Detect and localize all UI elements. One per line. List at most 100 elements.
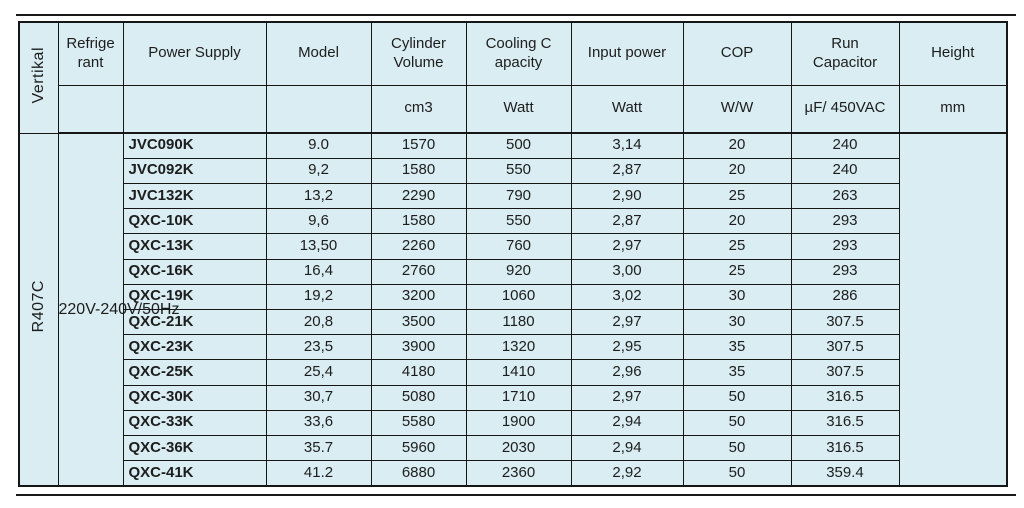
run-capacitor-cell: 20: [682, 157, 792, 184]
cooling-capacity-cell: 3900: [370, 334, 467, 361]
unit-power-supply-empty: [122, 84, 267, 134]
height-cell: 316.5: [790, 434, 900, 462]
table-row: R407C 220V-240V/50Hz JVC090K 9.0 1570 500 …: [18, 132, 1007, 487]
input-power-cell: 1410: [465, 359, 572, 386]
model-cell: QXC-13K: [122, 233, 267, 260]
cooling-capacity-cell: 1580: [370, 157, 467, 184]
model-cell: QXC-30K: [122, 384, 267, 411]
cylinder-volume-cell: 23,5: [265, 334, 372, 361]
height-cell: 293: [790, 208, 900, 235]
height-cell: 316.5: [790, 409, 900, 436]
cylinder-volume-cell: 30,7: [265, 384, 372, 411]
height-cell: 240: [790, 132, 900, 159]
height-cell: 293: [790, 233, 900, 260]
table-row: QXC-13K 13,50 2260 760 2,97 25 293: [19, 233, 1007, 260]
cylinder-volume-cell: 41.2: [265, 460, 372, 487]
bottom-frame-line: [16, 494, 1016, 496]
power-supply-value-cell: 220V-240V/50Hz: [57, 132, 179, 487]
table-body: R407C 220V-240V/50Hz JVC090K 9.0 1570 500 …: [18, 132, 1007, 487]
cop-cell: 3,00: [570, 258, 684, 285]
run-capacitor-cell: 50: [682, 434, 792, 462]
cooling-capacity-cell: 4180: [370, 359, 467, 386]
model-cell: QXC-23K: [122, 334, 267, 361]
run-capacitor-cell: 50: [682, 384, 792, 411]
table-row: QXC-23K 23,5 3900 1320 2,95 35 307.5: [19, 334, 1007, 361]
model-cell: JVC132K: [122, 182, 267, 210]
unit-height: mm: [898, 84, 1008, 134]
height-cell: 307.5: [790, 334, 900, 361]
unit-refrigerant-empty: [57, 84, 124, 134]
cylinder-volume-cell: 25,4: [265, 359, 372, 386]
table-row: QXC-16K 16,4 2760 920 3,00 25 293: [19, 258, 1007, 285]
cop-cell: 2,97: [570, 233, 684, 260]
cooling-capacity-cell: 5960: [370, 434, 467, 462]
table-row: QXC-25K 25,4 4180 1410 2,96 35 307.5: [19, 359, 1007, 386]
model-cell: QXC-16K: [122, 258, 267, 285]
table-row: QXC-36K 35.7 5960 2030 2,94 50 316.5: [19, 434, 1007, 462]
model-cell: QXC-25K: [122, 359, 267, 386]
cylinder-volume-cell: 9,6: [265, 208, 372, 235]
cooling-capacity-cell: 2260: [370, 233, 467, 260]
unit-cooling-capacity: Watt: [465, 84, 572, 134]
col-header-run-capacitor: Run Capacitor: [790, 21, 900, 86]
run-capacitor-cell: 50: [682, 409, 792, 436]
col-header-height: Height: [898, 21, 1008, 86]
input-power-cell: 1710: [465, 384, 572, 411]
table-row: QXC-19K 19,2 3200 1060 3,02 30 286: [19, 283, 1007, 310]
cop-cell: 2,90: [570, 182, 684, 210]
col-header-power-supply: Power Supply: [122, 21, 267, 86]
input-power-cell: 500: [465, 132, 572, 159]
unit-cylinder-volume: cm3: [370, 84, 467, 134]
table-row: QXC-30K 30,7 5080 1710 2,97 50 316.5: [19, 384, 1007, 411]
cop-cell: 3,02: [570, 283, 684, 310]
table-row: QXC-10K 9,6 1580 550 2,87 20 293: [19, 208, 1007, 235]
height-cell: 240: [790, 157, 900, 184]
input-power-cell: 920: [465, 258, 572, 285]
input-power-cell: 790: [465, 182, 572, 210]
input-power-cell: 1900: [465, 409, 572, 436]
col-header-cop: COP: [682, 21, 792, 86]
refrigerant-label: R407C: [29, 280, 47, 333]
table-row: QXC-33K 33,6 5580 1900 2,94 50 316.5: [19, 409, 1007, 436]
input-power-cell: 550: [465, 157, 572, 184]
refrigerant-value-cell: R407C: [18, 132, 59, 487]
run-capacitor-cell: 35: [682, 359, 792, 386]
height-cell: 286: [790, 283, 900, 310]
cooling-capacity-cell: 2760: [370, 258, 467, 285]
cooling-capacity-cell: 1570: [370, 132, 467, 159]
cooling-capacity-cell: 1580: [370, 208, 467, 235]
cooling-capacity-cell: 5080: [370, 384, 467, 411]
model-cell: QXC-19K: [122, 283, 267, 310]
cooling-capacity-cell: 3500: [370, 308, 467, 336]
cylinder-volume-cell: 13,50: [265, 233, 372, 260]
cylinder-volume-cell: 13,2: [265, 182, 372, 210]
cooling-capacity-cell: 3200: [370, 283, 467, 310]
run-capacitor-cell: 20: [682, 208, 792, 235]
unit-input-power: Watt: [570, 84, 684, 134]
input-power-cell: 1060: [465, 283, 572, 310]
unit-model-empty: [265, 84, 372, 134]
model-cell: QXC-33K: [122, 409, 267, 436]
input-power-cell: 2360: [465, 460, 572, 487]
model-cell: JVC090K: [122, 132, 267, 159]
model-cell: QXC-36K: [122, 434, 267, 462]
cop-cell: 2,96: [570, 359, 684, 386]
run-capacitor-cell: 30: [682, 283, 792, 310]
input-power-cell: 550: [465, 208, 572, 235]
table-row: QXC-21K 20,8 3500 1180 2,97 30 307.5: [19, 308, 1007, 336]
cylinder-volume-cell: 19,2: [265, 283, 372, 310]
run-capacitor-cell: 25: [682, 233, 792, 260]
run-capacitor-cell: 20: [682, 132, 792, 159]
col-header-input-power: Input power: [570, 21, 684, 86]
table-row: QXC-41K 41.2 6880 2360 2,92 50 359.4: [19, 460, 1007, 487]
col-header-cylinder-volume: Cylinder Volume: [370, 21, 467, 86]
col-header-model: Model: [265, 21, 372, 86]
run-capacitor-cell: 25: [682, 258, 792, 285]
compressor-spec-table: Vertikal Refrige rant Power Supply Model…: [18, 21, 1008, 487]
height-cell: 359.4: [790, 460, 900, 487]
cop-cell: 2,92: [570, 460, 684, 487]
cop-cell: 2,97: [570, 308, 684, 336]
cylinder-volume-cell: 9,2: [265, 157, 372, 184]
cylinder-volume-cell: 20,8: [265, 308, 372, 336]
cylinder-volume-cell: 33,6: [265, 409, 372, 436]
